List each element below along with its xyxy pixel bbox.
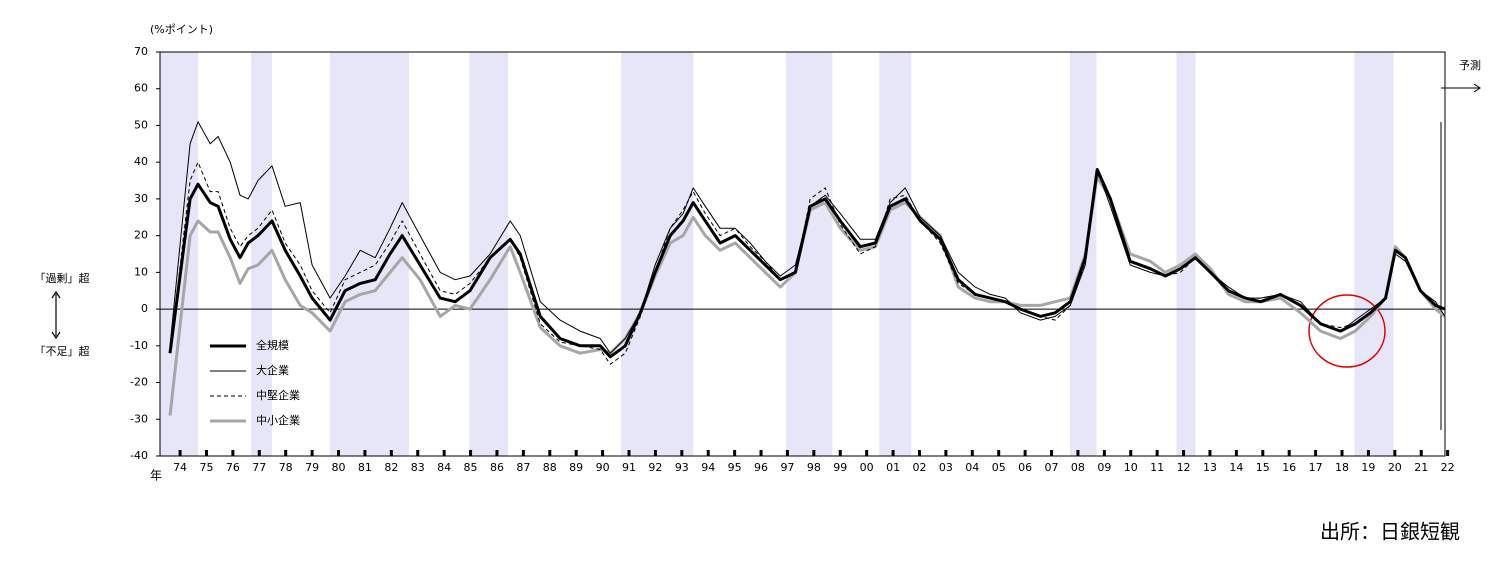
- x-tick-label: 91: [622, 461, 636, 474]
- forecast-arrow: [1440, 83, 1481, 430]
- x-tick-label: 08: [1071, 461, 1085, 474]
- x-tick-label: 17: [1309, 461, 1323, 474]
- x-tick-label: 85: [464, 461, 478, 474]
- y-tick-label: 10: [134, 265, 148, 278]
- highlight-circle: [1308, 294, 1386, 368]
- shortage-label: 「不足」超: [35, 344, 90, 358]
- y-tick-label: -30: [130, 412, 148, 425]
- shaded-period: [330, 52, 410, 456]
- x-tick-label: 94: [701, 461, 715, 474]
- x-tick-label: 16: [1282, 461, 1296, 474]
- x-tick-label: 09: [1097, 461, 1111, 474]
- x-tick-label: 22: [1441, 461, 1455, 474]
- x-tick-label: 20: [1388, 461, 1402, 474]
- y-tick-label: -20: [130, 376, 148, 389]
- shaded-period: [879, 52, 912, 456]
- x-tick-label: 88: [543, 461, 557, 474]
- x-tick-label: 00: [860, 461, 874, 474]
- x-tick-label: 86: [490, 461, 504, 474]
- x-tick-label: 87: [516, 461, 530, 474]
- legend-label: 中小企業: [256, 413, 300, 427]
- x-tick-label: 98: [807, 461, 821, 474]
- x-tick-label: 81: [358, 461, 372, 474]
- x-tick-label: 82: [384, 461, 398, 474]
- y-tick-label: 20: [134, 229, 148, 242]
- x-tick-label: 07: [1045, 461, 1059, 474]
- legend-label: 大企業: [256, 363, 289, 377]
- x-tick-label: 74: [173, 461, 187, 474]
- unit-label: (%ポイント): [150, 23, 213, 36]
- y-tick-label: 30: [134, 192, 148, 205]
- y-tick-label: 70: [134, 45, 148, 58]
- x-tick-label: 80: [332, 461, 346, 474]
- x-tick-label: 21: [1414, 461, 1428, 474]
- x-tick-label: 95: [728, 461, 742, 474]
- forecast-label: 予測: [1459, 58, 1481, 72]
- x-tick-label: 03: [939, 461, 953, 474]
- shaded-period: [1070, 52, 1097, 456]
- direction-arrow: [51, 290, 61, 340]
- x-tick-label: 15: [1256, 461, 1270, 474]
- x-tick-label: 05: [992, 461, 1006, 474]
- y-tick-label: -40: [130, 449, 148, 462]
- series-line: [168, 168, 1446, 359]
- shaded-period: [469, 52, 509, 456]
- shaded-periods: [160, 52, 1394, 456]
- x-tick-label: 04: [965, 461, 979, 474]
- x-tick-label: 13: [1203, 461, 1217, 474]
- plot-frame: [159, 51, 1446, 457]
- x-tick-label: 83: [411, 461, 425, 474]
- y-tick-label: 50: [134, 118, 148, 131]
- legend-label: 全規模: [256, 338, 289, 352]
- x-axis-label: 年: [150, 469, 162, 483]
- x-tick-label: 01: [886, 461, 900, 474]
- y-tick-label: 60: [134, 82, 148, 95]
- x-tick-label: 97: [780, 461, 794, 474]
- x-tick-label: 92: [648, 461, 662, 474]
- series-line: [168, 175, 1446, 416]
- x-tick-label: 18: [1335, 461, 1349, 474]
- shaded-period: [1354, 52, 1394, 456]
- shaded-period: [251, 52, 272, 456]
- x-tick-label: 11: [1150, 461, 1164, 474]
- x-tick-label: 75: [199, 461, 213, 474]
- x-tick-label: 84: [437, 461, 451, 474]
- excess-label: 「過剰」超: [35, 271, 90, 285]
- x-tick-label: 90: [596, 461, 610, 474]
- x-tick-label: 99: [833, 461, 847, 474]
- x-tick-label: 14: [1229, 461, 1243, 474]
- x-tick-label: 19: [1361, 461, 1375, 474]
- x-tick-label: 06: [1018, 461, 1032, 474]
- x-tick-label: 79: [305, 461, 319, 474]
- x-tick-label: 78: [279, 461, 293, 474]
- shaded-period: [786, 52, 833, 456]
- legend-label: 中堅企業: [256, 388, 300, 402]
- x-tick-label: 12: [1177, 461, 1191, 474]
- y-tick-label: 40: [134, 155, 148, 168]
- x-tick-label: 76: [226, 461, 240, 474]
- y-tick-label: 0: [141, 302, 148, 315]
- x-tick-label: 96: [754, 461, 768, 474]
- y-tick-label: -10: [130, 339, 148, 352]
- x-tick-label: 93: [675, 461, 689, 474]
- series-line: [169, 121, 1446, 354]
- x-tick-label: 77: [252, 461, 266, 474]
- x-tick-label: 02: [912, 461, 926, 474]
- source: 出所：日銀短観: [1320, 520, 1460, 544]
- shaded-period: [1176, 52, 1196, 456]
- x-tick-label: 89: [569, 461, 583, 474]
- shaded-period: [621, 52, 694, 456]
- x-tick-label: 10: [1124, 461, 1138, 474]
